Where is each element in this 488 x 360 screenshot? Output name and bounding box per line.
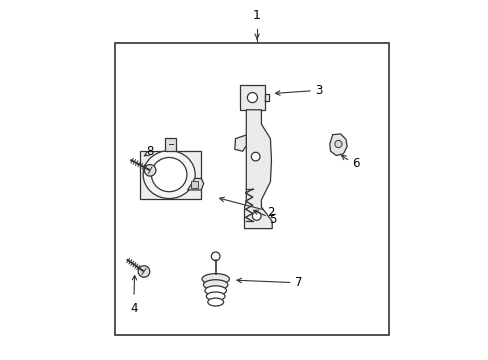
Text: 1: 1 bbox=[253, 9, 261, 22]
Text: 4: 4 bbox=[130, 302, 138, 315]
Polygon shape bbox=[244, 110, 272, 229]
Ellipse shape bbox=[202, 274, 229, 284]
Ellipse shape bbox=[143, 150, 195, 198]
Polygon shape bbox=[264, 94, 269, 101]
Ellipse shape bbox=[151, 158, 186, 192]
Circle shape bbox=[252, 212, 261, 220]
Text: 2: 2 bbox=[266, 206, 274, 219]
Bar bbox=[165, 138, 176, 150]
Ellipse shape bbox=[204, 286, 226, 295]
Circle shape bbox=[251, 152, 260, 161]
Text: 3: 3 bbox=[314, 84, 322, 97]
Bar bbox=[239, 85, 264, 110]
Text: 7: 7 bbox=[294, 276, 302, 289]
Circle shape bbox=[144, 165, 156, 176]
Circle shape bbox=[138, 266, 149, 277]
Polygon shape bbox=[234, 135, 246, 151]
Circle shape bbox=[334, 140, 342, 148]
Circle shape bbox=[211, 252, 220, 261]
Bar bbox=[191, 181, 197, 188]
Text: 6: 6 bbox=[351, 157, 359, 170]
Ellipse shape bbox=[206, 292, 224, 301]
Polygon shape bbox=[329, 134, 346, 156]
Ellipse shape bbox=[203, 280, 227, 290]
Bar bbox=[115, 43, 387, 335]
Bar bbox=[140, 150, 201, 198]
Text: 5: 5 bbox=[268, 213, 276, 226]
Polygon shape bbox=[187, 179, 203, 190]
Circle shape bbox=[247, 93, 257, 103]
Ellipse shape bbox=[207, 298, 223, 306]
Text: 8: 8 bbox=[146, 145, 154, 158]
